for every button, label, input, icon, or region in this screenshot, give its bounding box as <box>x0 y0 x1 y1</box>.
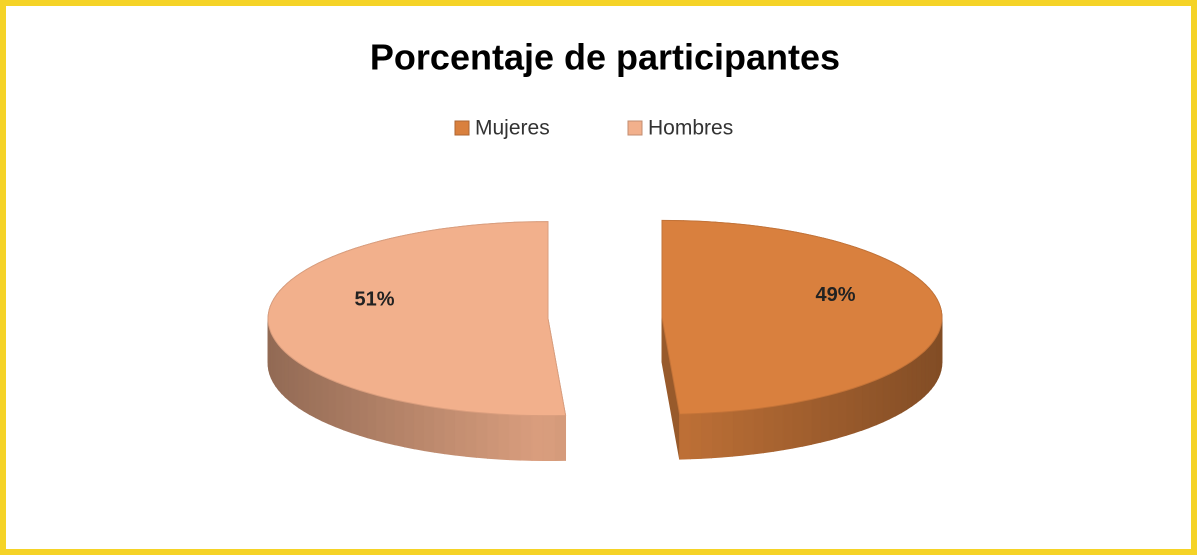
slice-side <box>298 361 305 412</box>
slice-side <box>920 350 926 401</box>
slice-side <box>542 415 555 462</box>
slice-side <box>782 402 794 451</box>
slice-side <box>288 354 295 406</box>
slice-side <box>385 397 396 446</box>
slice-side <box>423 405 435 453</box>
slice-side <box>275 339 279 391</box>
slice-side <box>742 408 754 456</box>
slice-side <box>820 394 830 443</box>
slice-side <box>413 403 425 452</box>
slice-side <box>801 398 812 447</box>
slice-side <box>906 360 913 411</box>
slice-side <box>520 414 533 461</box>
legend-swatch <box>627 120 643 136</box>
slice-side <box>772 404 784 452</box>
slice-side <box>293 358 300 409</box>
slice-side <box>328 378 337 428</box>
slice-side <box>828 392 839 441</box>
slice-side <box>309 368 317 419</box>
slice-side <box>916 353 922 404</box>
slice-side <box>875 376 884 426</box>
slice-side <box>679 413 691 460</box>
slice-side <box>394 399 405 448</box>
slice-side <box>476 411 488 459</box>
slice-side <box>721 410 734 458</box>
slice-side <box>911 357 917 407</box>
slice-side <box>359 389 369 439</box>
slice-side <box>554 415 567 462</box>
slice-side <box>498 413 511 461</box>
slice-side <box>509 414 522 461</box>
slice-side <box>811 396 821 445</box>
slice-side <box>924 346 929 397</box>
slice-side <box>367 392 378 441</box>
slice-side <box>845 387 855 437</box>
slice-side <box>792 400 803 449</box>
chart-title: Porcentaje de participantes <box>370 37 840 78</box>
slice-side <box>321 375 330 425</box>
slice <box>267 221 567 417</box>
slice-side <box>689 413 702 460</box>
slice-side <box>376 394 387 444</box>
legend-label: Hombres <box>648 117 733 140</box>
slice-side <box>281 347 286 399</box>
slice-side <box>711 411 723 459</box>
slice-side <box>454 409 467 457</box>
data-label: 51% <box>354 289 394 311</box>
slice-side <box>444 408 456 456</box>
slice-side <box>900 363 908 414</box>
slice-side <box>434 406 446 455</box>
slice-side <box>343 384 352 434</box>
slice-side <box>837 389 847 439</box>
slice-side <box>930 339 935 391</box>
slice-side <box>763 405 774 454</box>
slice-side <box>315 372 323 422</box>
slice-side <box>927 342 932 394</box>
slice-side <box>465 410 478 458</box>
legend-label: Mujeres <box>475 117 550 140</box>
slice-side <box>888 370 896 420</box>
slice-side <box>404 401 415 450</box>
slice-side <box>303 365 311 416</box>
slice <box>661 219 943 415</box>
slice-side <box>895 367 902 417</box>
slice-side <box>284 351 290 402</box>
data-label: 49% <box>815 284 855 306</box>
slice-side <box>853 384 863 434</box>
slice-side <box>868 379 877 429</box>
slice-side <box>732 409 744 457</box>
slice-side <box>335 381 345 431</box>
slice-side <box>351 387 360 436</box>
slice-side <box>861 382 870 431</box>
legend-swatch <box>454 120 470 136</box>
slice-side <box>700 412 713 459</box>
slice-side <box>487 412 499 460</box>
slice-side <box>277 343 282 395</box>
slice-side <box>882 373 890 423</box>
slice-side <box>531 415 544 462</box>
slice-side <box>752 407 764 455</box>
